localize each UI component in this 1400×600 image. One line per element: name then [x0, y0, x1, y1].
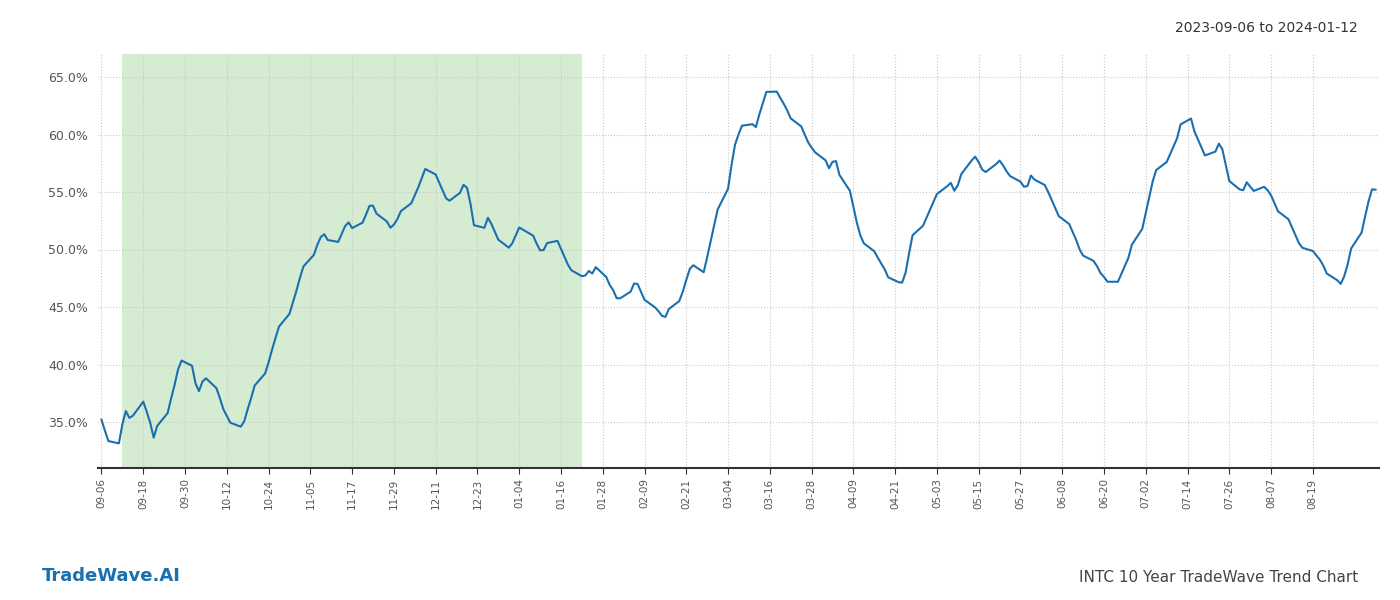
- Text: INTC 10 Year TradeWave Trend Chart: INTC 10 Year TradeWave Trend Chart: [1079, 570, 1358, 585]
- Text: TradeWave.AI: TradeWave.AI: [42, 567, 181, 585]
- Bar: [122, 54, 582, 468]
- Text: 2023-09-06 to 2024-01-12: 2023-09-06 to 2024-01-12: [1175, 21, 1358, 35]
